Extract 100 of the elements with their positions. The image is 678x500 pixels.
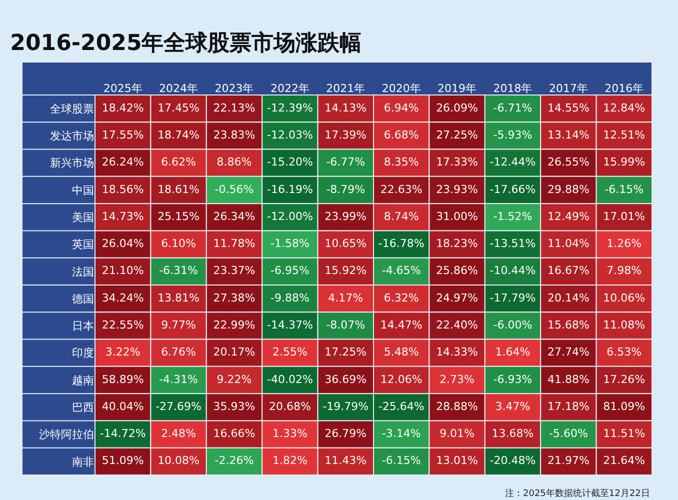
data-label: -20.48% (490, 454, 536, 468)
x-tick-label: 2025年 (103, 82, 142, 95)
data-label: 6.32% (384, 291, 419, 304)
y-tick-label: 南非 (72, 455, 94, 468)
data-label: 14.13% (324, 101, 367, 114)
data-label: 22.40% (436, 318, 478, 332)
data-label: 6.62% (161, 156, 196, 169)
data-label: 27.74% (547, 346, 590, 359)
data-label: -12.00% (266, 210, 313, 223)
text: 注：2025年数据统计截至12月22日 (505, 488, 650, 499)
data-label: 41.88% (547, 372, 590, 386)
x-tick-label: 2016年 (604, 82, 644, 95)
data-label: 40.04% (102, 400, 144, 413)
data-label: 17.26% (603, 372, 646, 386)
data-label: 11.08% (603, 318, 646, 332)
x-tick-label: 2019年 (438, 82, 477, 95)
data-label: 25.15% (158, 210, 200, 223)
data-label: -13.51% (490, 237, 536, 250)
data-label: 27.25% (436, 128, 478, 142)
data-label: 8.74% (384, 210, 419, 223)
data-label: 14.73% (102, 210, 144, 223)
data-label: -25.64% (378, 400, 424, 413)
data-label: 13.14% (547, 128, 590, 142)
data-label: -6.00% (493, 318, 532, 332)
data-label: 24.97% (436, 291, 478, 304)
data-label: -14.72% (100, 427, 146, 440)
data-label: 18.74% (158, 128, 200, 142)
data-label: 3.47% (495, 400, 530, 413)
data-label: 21.64% (603, 454, 646, 468)
data-label: -40.02% (266, 372, 313, 386)
y-tick-label: 法国 (72, 265, 94, 278)
data-label: 23.93% (436, 182, 478, 196)
data-label: 12.49% (547, 210, 590, 223)
data-label: 1.33% (272, 427, 308, 440)
data-label: 22.99% (213, 318, 256, 332)
data-label: 20.68% (268, 400, 311, 413)
data-label: 6.10% (161, 237, 196, 250)
data-label: 4.17% (328, 291, 364, 304)
data-label: -6.31% (159, 264, 198, 278)
data-label: 21.97% (547, 454, 590, 468)
y-tick-label: 新兴市场 (50, 156, 94, 170)
data-label: 15.99% (603, 156, 646, 169)
data-label: 1.26% (606, 237, 642, 250)
data-label: -14.37% (266, 318, 313, 332)
data-label: 17.01% (603, 210, 646, 223)
y-tick-label: 全球股票 (50, 102, 94, 116)
data-label: 26.34% (213, 210, 256, 223)
x-tick-label: 2024年 (159, 82, 198, 95)
data-label: -15.20% (266, 156, 313, 169)
data-label: 8.86% (216, 156, 252, 169)
data-label: 23.37% (213, 264, 256, 278)
data-label: 2.73% (440, 372, 475, 386)
data-label: -17.79% (490, 291, 536, 304)
data-label: -8.79% (326, 182, 366, 196)
data-label: 21.10% (102, 264, 144, 278)
data-label: 22.63% (380, 182, 422, 196)
data-label: -6.95% (270, 264, 310, 278)
data-label: -12.44% (490, 156, 536, 169)
data-label: -6.77% (326, 156, 366, 169)
y-tick-label: 中国 (72, 184, 94, 197)
data-label: 13.81% (158, 291, 200, 304)
data-label: 23.99% (324, 210, 367, 223)
data-label: 17.45% (158, 101, 200, 114)
data-label: 6.68% (384, 128, 419, 142)
data-label: -6.15% (604, 182, 644, 196)
x-tick-label: 2022年 (270, 82, 310, 95)
data-label: 10.06% (603, 291, 646, 304)
data-label: 15.68% (547, 318, 590, 332)
data-label: -6.93% (493, 372, 532, 386)
data-label: 11.51% (603, 427, 646, 440)
data-label: 26.24% (102, 156, 144, 169)
data-label: -12.03% (266, 128, 313, 142)
data-label: -4.65% (382, 264, 421, 278)
data-label: 14.55% (547, 101, 590, 114)
y-tick-label: 巴西 (72, 400, 94, 414)
data-label: 15.92% (324, 264, 367, 278)
data-label: 23.83% (213, 128, 256, 142)
x-tick-label: 2018年 (493, 82, 532, 95)
y-tick-label: 德国 (72, 292, 94, 306)
data-label: 10.65% (324, 237, 367, 250)
x-tick-label: 2017年 (548, 82, 588, 95)
data-label: -2.26% (214, 454, 254, 468)
y-tick-label: 印度 (72, 346, 94, 360)
y-tick-label: 沙特阿拉伯 (39, 428, 94, 442)
data-label: -19.79% (322, 400, 369, 413)
data-label: -6.15% (382, 454, 421, 468)
data-label: -16.78% (378, 237, 424, 250)
data-label: -1.58% (270, 237, 310, 250)
data-label: 11.04% (547, 237, 590, 250)
data-label: 14.47% (380, 318, 422, 332)
data-label: 12.51% (603, 128, 646, 142)
data-label: 3.22% (105, 346, 140, 359)
data-label: 6.53% (606, 346, 642, 359)
data-label: -27.69% (156, 400, 202, 413)
data-label: 20.17% (213, 346, 256, 359)
data-label: -0.56% (214, 182, 254, 196)
data-label: 6.94% (384, 101, 419, 114)
data-label: 2.48% (161, 427, 196, 440)
data-label: 5.48% (384, 346, 419, 359)
data-label: 16.67% (547, 264, 590, 278)
